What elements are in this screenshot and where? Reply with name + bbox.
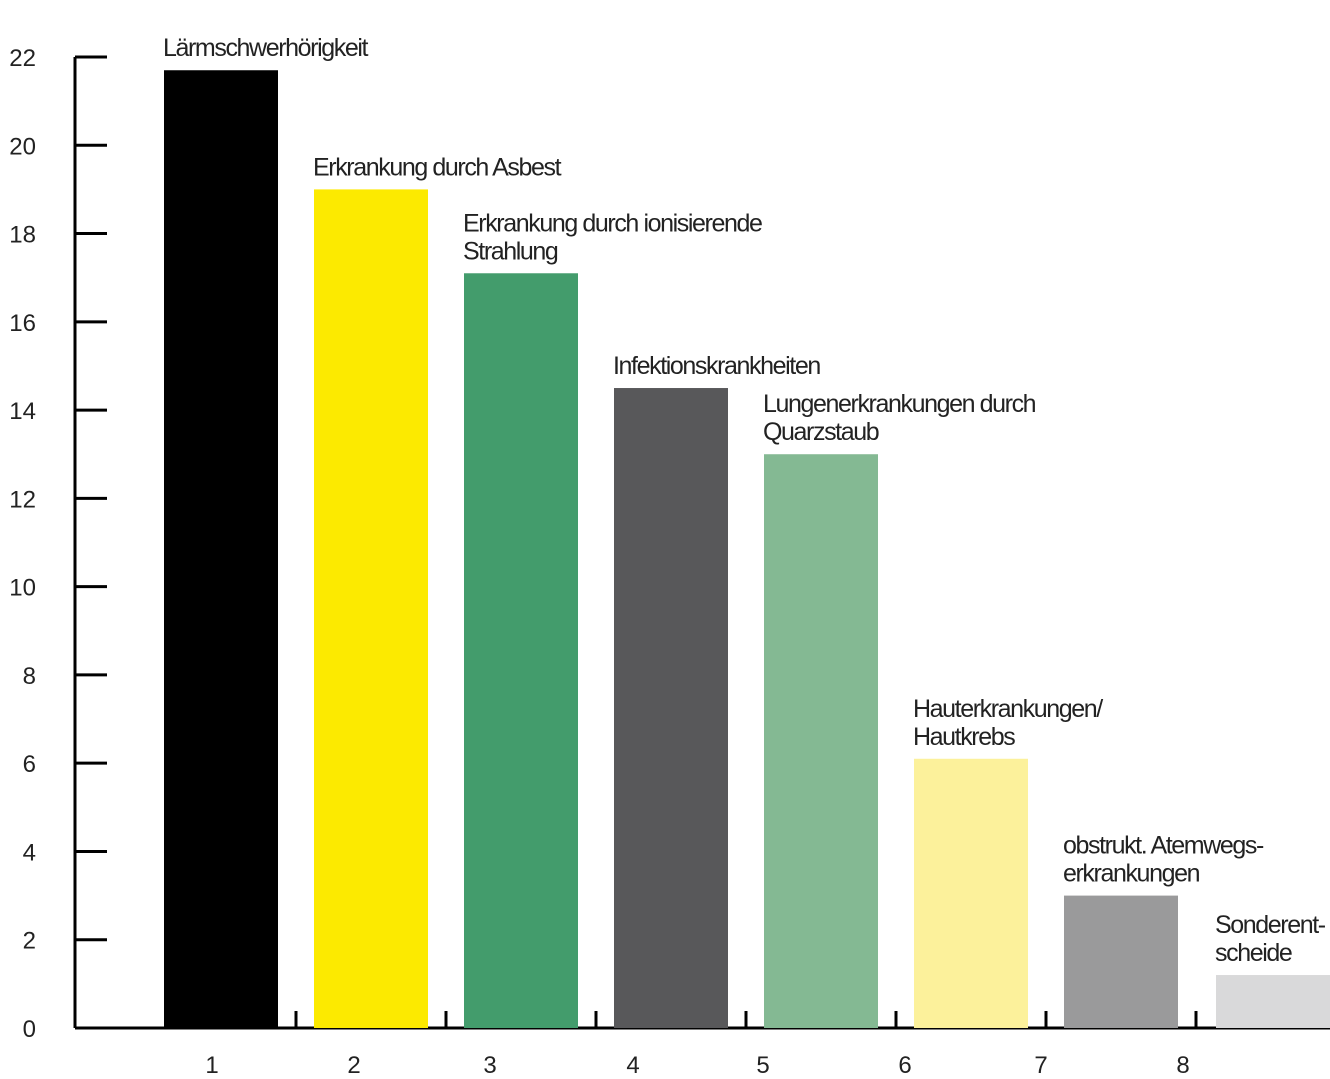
y-tick-label: 12 [9,486,36,513]
y-tick-label: 14 [9,398,36,425]
bar-label: Infektionskrankheiten [613,352,820,380]
y-tick-label: 20 [9,133,36,160]
x-tick-label: 3 [483,1052,496,1079]
bar-label-line: Quarzstaub [763,418,879,446]
bar-label: Sonderent-scheide [1215,911,1326,967]
bar-label: Lärmschwerhörigkeit [163,34,368,62]
bars [164,70,1330,1029]
bar-label-line: Hautkrebs [913,723,1015,751]
bar-label: Erkrankung durch Asbest [313,153,562,181]
bar-label: Hauterkrankungen/Hautkrebs [913,695,1103,751]
bar [1064,895,1178,1028]
y-tick-label: 8 [23,663,36,690]
bar-label-line: Strahlung [463,237,558,265]
y-tick-label: 16 [9,310,36,337]
bar-label: obstrukt. Atemwegs-erkrankungen [1063,832,1264,888]
x-tick-label: 8 [1176,1052,1189,1079]
y-tick-label: 18 [9,222,36,249]
bar-label-line: Hauterkrankungen/ [913,695,1103,723]
x-tick-label: 5 [756,1052,769,1079]
y-tick-label: 4 [23,839,36,866]
bar-label-line: obstrukt. Atemwegs- [1063,832,1264,860]
bar-label: Erkrankung durch ionisierende Strahlung [463,209,762,265]
y-tick-label: 0 [23,1016,36,1043]
y-tick-label: 22 [9,45,36,72]
bar [314,189,428,1029]
bar [914,758,1028,1028]
bar [764,454,878,1028]
bar-label-line: erkrankungen [1063,860,1200,888]
bar-labels: Lärmschwerhörigkeit Erkrankung durch Asbe… [163,34,1327,967]
x-tick-label: 4 [626,1052,639,1079]
bar-label: Lungenerkrankungen durch Quarzstaub [763,390,1036,446]
x-tick-label: 1 [205,1052,218,1079]
y-tick-label: 6 [23,751,36,778]
bar [464,273,578,1028]
bar [1216,975,1330,1028]
y-tick-label: 2 [23,928,36,955]
bar-label-line: scheide [1215,939,1292,967]
x-tick-label: 2 [347,1052,360,1079]
bar-label-line: Lärmschwerhörigkeit [163,34,368,62]
bar [164,70,278,1028]
bar [614,388,728,1029]
x-tick-label: 6 [898,1052,911,1079]
bar-label-line: Lungenerkrankungen durch [763,390,1036,418]
bar-label-line: Sonderent- [1215,911,1326,939]
bar-label-line: Erkrankung durch ionisierende [463,209,762,237]
y-tick-label: 10 [9,575,36,602]
x-tick-label: 7 [1034,1052,1047,1079]
bar-label-line: Infektionskrankheiten [613,352,820,380]
bar-label-line: Erkrankung durch Asbest [313,153,562,181]
